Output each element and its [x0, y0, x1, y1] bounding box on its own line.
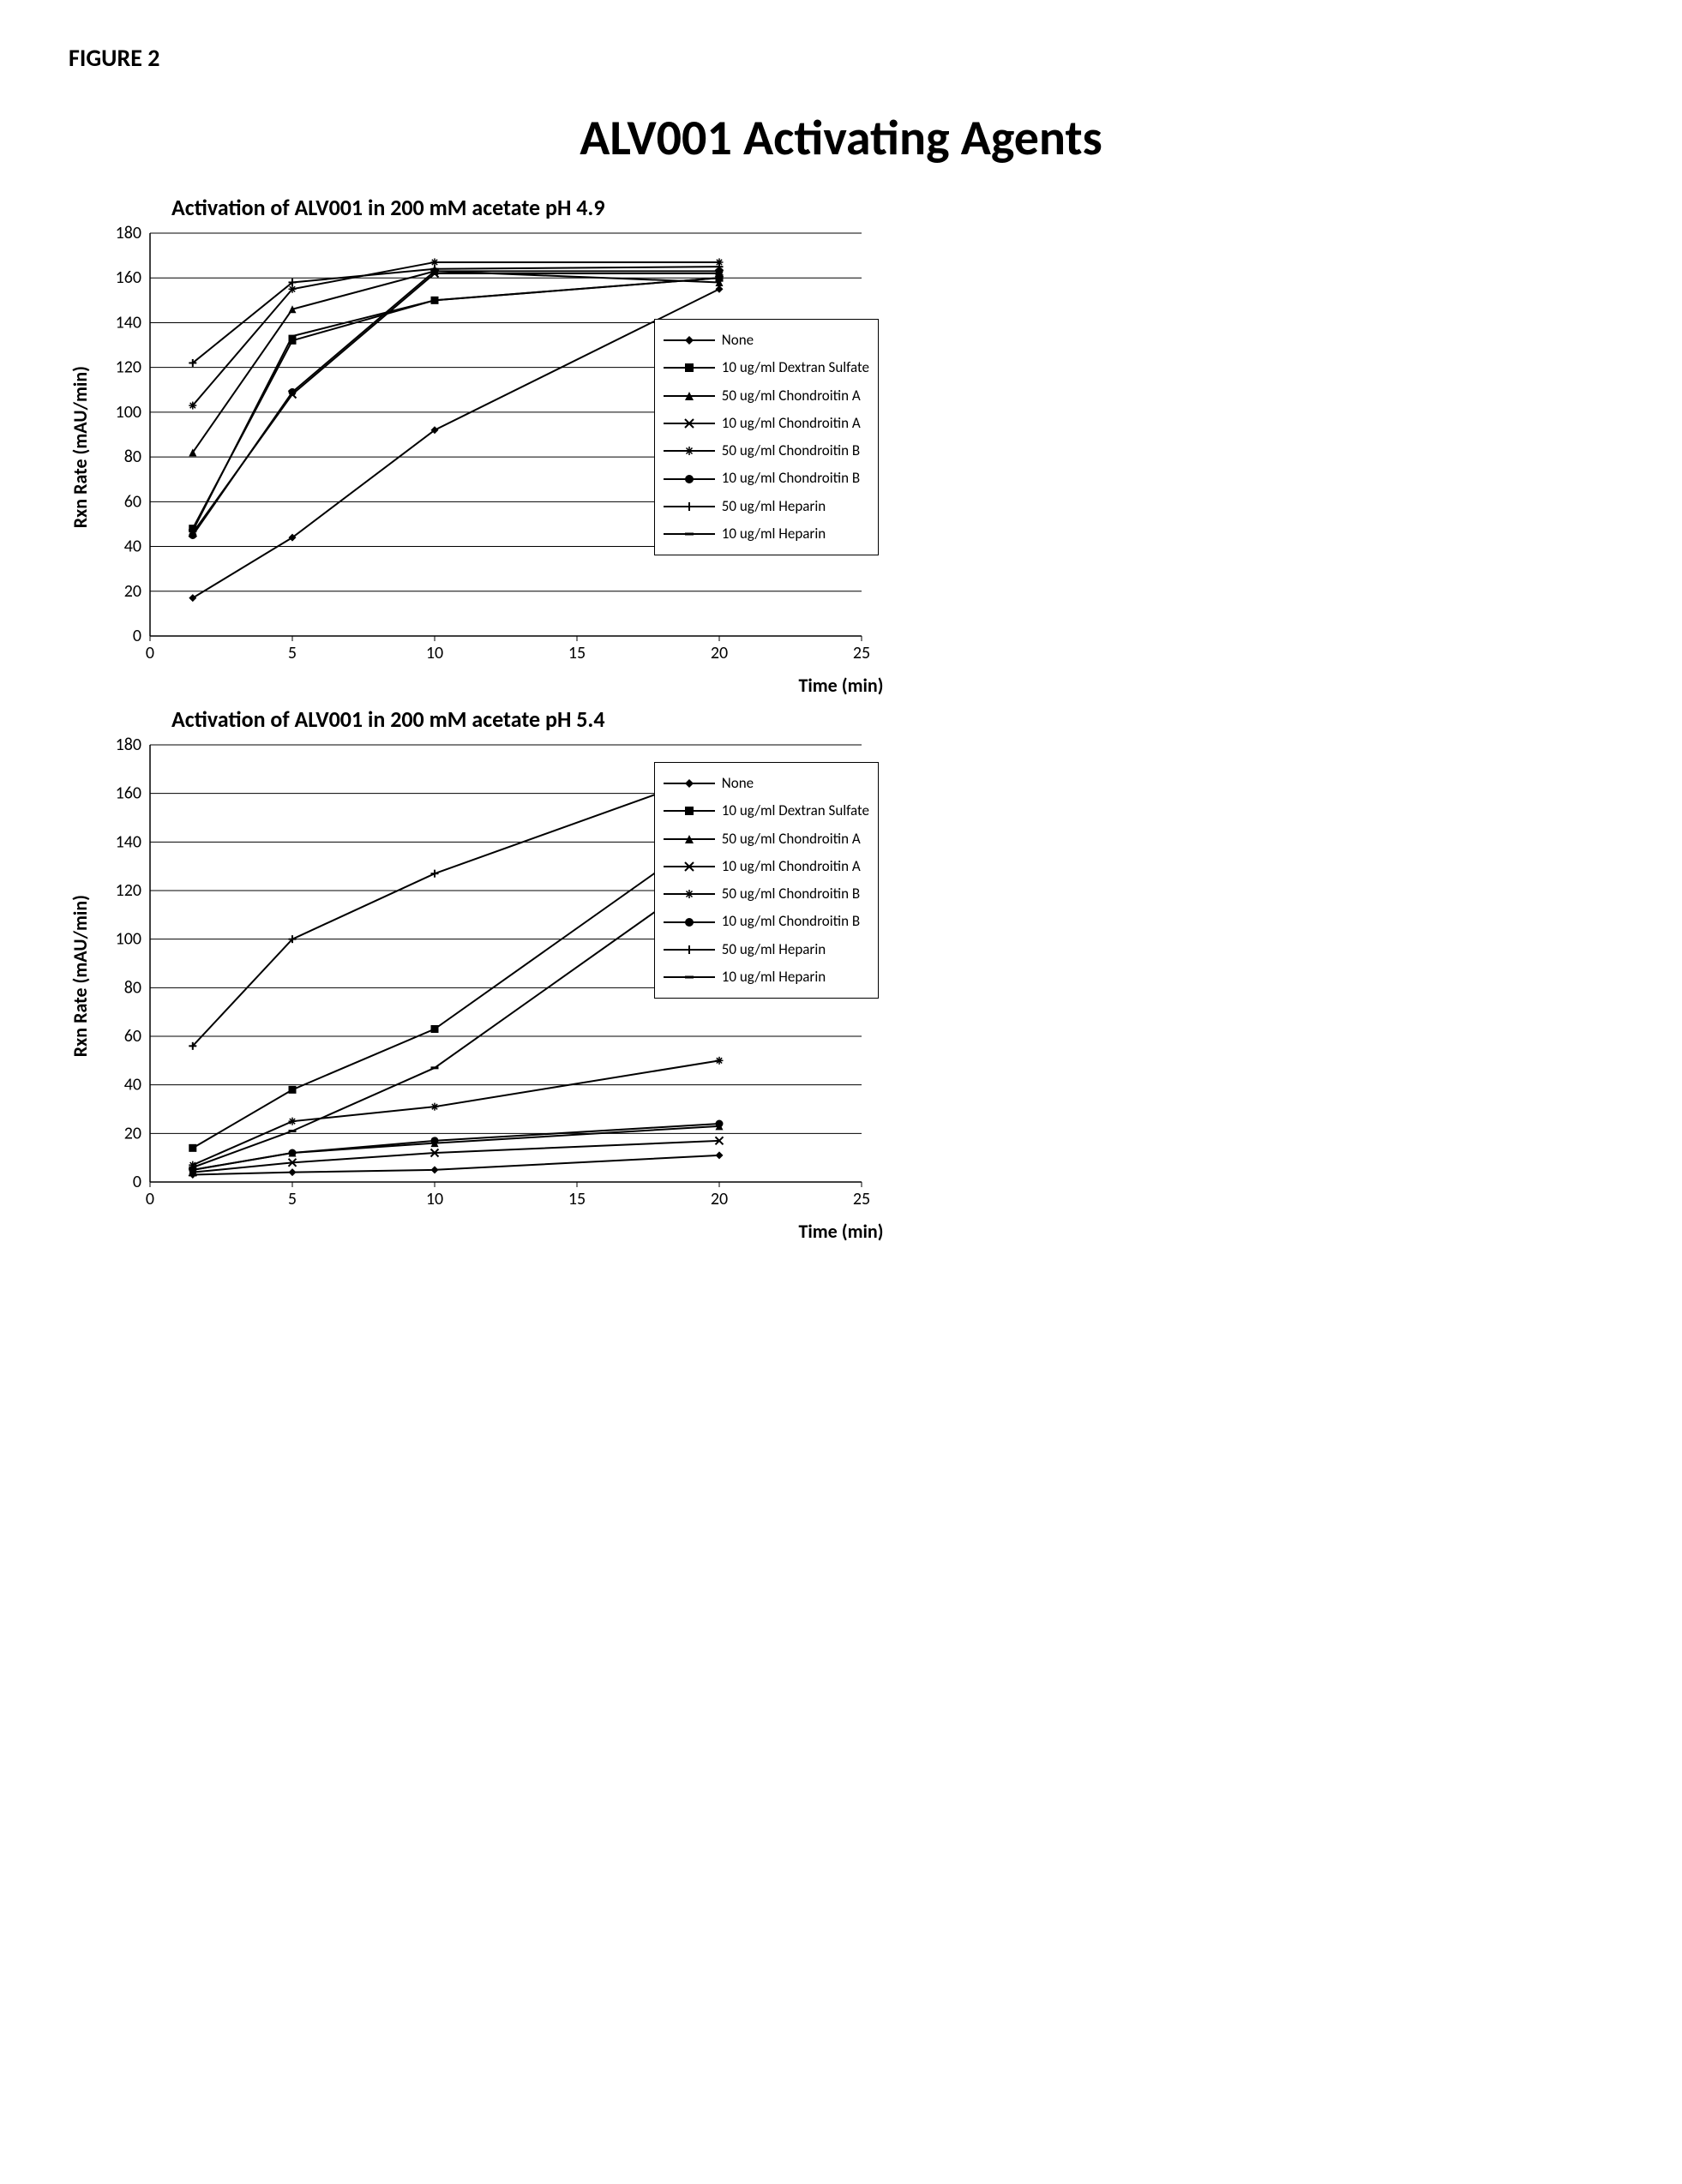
chart-1-block: Activation of ALV001 in 200 mM acetate p…: [69, 194, 1613, 697]
legend-marker-icon: [664, 501, 715, 513]
legend-label: 10 ug/ml Chondroitin A: [722, 853, 861, 880]
legend-label: 10 ug/ml Chondroitin B: [722, 908, 860, 935]
legend-label: 50 ug/ml Chondroitin B: [722, 437, 860, 465]
svg-text:5: 5: [288, 643, 297, 663]
chart-1-title: Activation of ALV001 in 200 mM acetate p…: [171, 194, 1613, 221]
svg-text:20: 20: [124, 1123, 141, 1143]
legend-item: 50 ug/ml Heparin: [664, 936, 869, 963]
svg-text:180: 180: [116, 736, 141, 755]
legend-marker-icon: [664, 362, 715, 374]
chart-1-xlabel: Time (min): [69, 674, 1613, 697]
chart-1-plot: 0204060801001201401601800510152025None10…: [99, 225, 870, 670]
legend-marker-icon: [664, 888, 715, 900]
legend-label: 50 ug/ml Chondroitin A: [722, 825, 861, 853]
chart-2-ylabel: Rxn Rate (mAU/min): [69, 895, 92, 1057]
legend-marker-icon: [664, 473, 715, 485]
svg-text:10: 10: [426, 643, 443, 663]
svg-text:0: 0: [133, 626, 141, 646]
legend-marker-icon: [664, 861, 715, 873]
legend-item: 10 ug/ml Dextran Sulfate: [664, 354, 869, 381]
legend: None10 ug/ml Dextran Sulfate50 ug/ml Cho…: [654, 762, 879, 999]
chart-2-block: Activation of ALV001 in 200 mM acetate p…: [69, 705, 1613, 1243]
legend-marker-icon: [664, 971, 715, 983]
legend-item: None: [664, 327, 869, 354]
svg-text:20: 20: [124, 581, 141, 602]
legend-label: 10 ug/ml Dextran Sulfate: [722, 354, 869, 381]
svg-text:15: 15: [568, 1189, 586, 1209]
legend-marker-icon: [664, 916, 715, 928]
legend-item: 50 ug/ml Chondroitin B: [664, 437, 869, 465]
svg-text:60: 60: [124, 491, 141, 512]
legend-marker-icon: [664, 417, 715, 429]
legend-marker-icon: [664, 777, 715, 789]
legend-marker-icon: [664, 805, 715, 817]
legend-marker-icon: [664, 833, 715, 845]
legend-marker-icon: [664, 528, 715, 540]
legend-label: None: [722, 770, 754, 797]
svg-text:0: 0: [146, 1189, 154, 1209]
svg-text:120: 120: [116, 357, 141, 378]
legend-marker-icon: [664, 944, 715, 956]
legend-label: 10 ug/ml Dextran Sulfate: [722, 797, 869, 825]
legend-marker-icon: [664, 390, 715, 402]
legend: None10 ug/ml Dextran Sulfate50 ug/ml Cho…: [654, 319, 879, 555]
svg-text:60: 60: [124, 1026, 141, 1047]
svg-text:160: 160: [116, 267, 141, 288]
legend-item: 10 ug/ml Heparin: [664, 963, 869, 991]
svg-text:0: 0: [133, 1172, 141, 1192]
svg-text:20: 20: [711, 1189, 728, 1209]
chart-2-xlabel: Time (min): [69, 1220, 1613, 1243]
chart-2-title: Activation of ALV001 in 200 mM acetate p…: [171, 705, 1613, 733]
legend-label: 10 ug/ml Heparin: [722, 520, 826, 548]
legend-marker-icon: [664, 334, 715, 346]
svg-text:140: 140: [116, 312, 141, 333]
legend-item: 50 ug/ml Chondroitin A: [664, 382, 869, 410]
legend-label: 50 ug/ml Heparin: [722, 493, 826, 520]
legend-label: 10 ug/ml Chondroitin A: [722, 410, 861, 437]
legend-item: 10 ug/ml Chondroitin B: [664, 908, 869, 935]
svg-text:5: 5: [288, 1189, 297, 1209]
legend-label: 50 ug/ml Chondroitin A: [722, 382, 861, 410]
svg-text:15: 15: [568, 643, 586, 663]
legend-label: 10 ug/ml Heparin: [722, 963, 826, 991]
svg-text:40: 40: [124, 537, 141, 557]
legend-item: 10 ug/ml Chondroitin B: [664, 465, 869, 492]
svg-text:100: 100: [116, 929, 141, 950]
svg-text:25: 25: [853, 643, 870, 663]
legend-item: 10 ug/ml Dextran Sulfate: [664, 797, 869, 825]
svg-text:40: 40: [124, 1075, 141, 1095]
svg-text:100: 100: [116, 402, 141, 423]
legend-marker-icon: [664, 445, 715, 457]
svg-text:80: 80: [124, 977, 141, 998]
svg-text:140: 140: [116, 831, 141, 852]
legend-item: 10 ug/ml Chondroitin A: [664, 410, 869, 437]
svg-text:120: 120: [116, 880, 141, 901]
legend-label: 50 ug/ml Chondroitin B: [722, 880, 860, 908]
chart-2-plot: 0204060801001201401601800510152025None10…: [99, 736, 870, 1216]
svg-text:80: 80: [124, 447, 141, 467]
figure-label: FIGURE 2: [69, 43, 1613, 73]
svg-text:160: 160: [116, 783, 141, 804]
main-title: ALV001 Activating Agents: [69, 107, 1613, 168]
svg-text:10: 10: [426, 1189, 443, 1209]
legend-label: 50 ug/ml Heparin: [722, 936, 826, 963]
legend-item: 50 ug/ml Chondroitin A: [664, 825, 869, 853]
legend-item: None: [664, 770, 869, 797]
legend-item: 50 ug/ml Heparin: [664, 493, 869, 520]
legend-item: 50 ug/ml Chondroitin B: [664, 880, 869, 908]
svg-text:20: 20: [711, 643, 728, 663]
legend-label: 10 ug/ml Chondroitin B: [722, 465, 860, 492]
svg-text:180: 180: [116, 225, 141, 243]
chart-1-ylabel: Rxn Rate (mAU/min): [69, 366, 92, 528]
legend-item: 10 ug/ml Chondroitin A: [664, 853, 869, 880]
legend-label: None: [722, 327, 754, 354]
legend-item: 10 ug/ml Heparin: [664, 520, 869, 548]
svg-text:0: 0: [146, 643, 154, 663]
svg-text:25: 25: [853, 1189, 870, 1209]
